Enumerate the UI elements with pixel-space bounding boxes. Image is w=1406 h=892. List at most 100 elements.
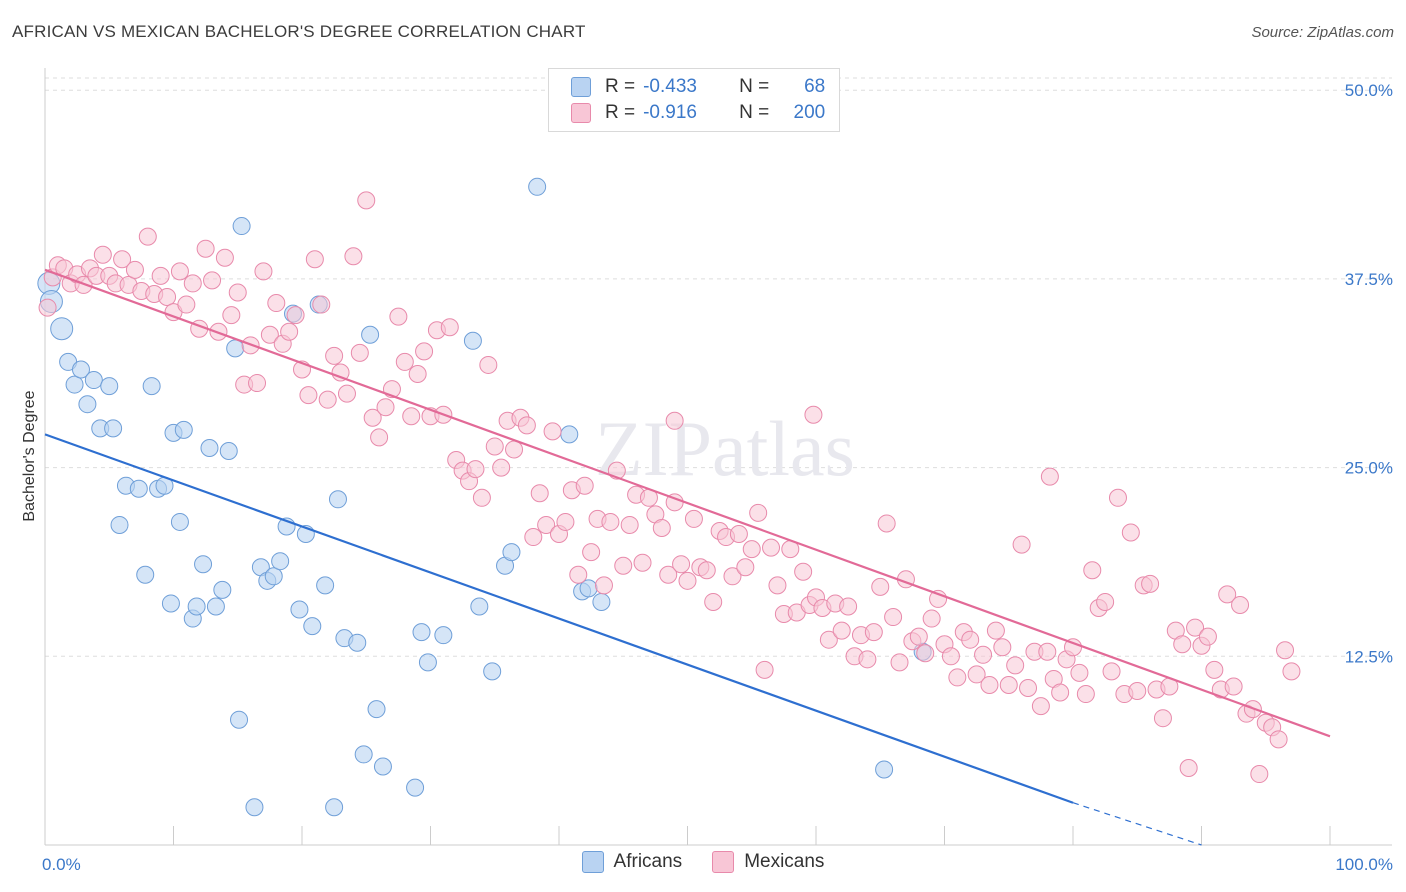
- mexicans-point: [601, 512, 620, 531]
- mexicans-point: [1108, 488, 1127, 507]
- y-tick-label: 12.5%: [1345, 647, 1393, 666]
- mexicans-point: [871, 577, 890, 596]
- africans-point: [528, 177, 547, 196]
- mexicans-point: [858, 650, 877, 669]
- mexicans-point: [415, 342, 434, 361]
- mexicans-point: [350, 343, 369, 362]
- mexicans-point: [1083, 561, 1102, 580]
- mexicans-point: [280, 322, 299, 341]
- mexicans-point: [1031, 697, 1050, 716]
- mexicans-point: [569, 565, 588, 584]
- africans-point: [100, 377, 119, 396]
- mexicans-point: [472, 488, 491, 507]
- mexicans-point: [877, 514, 896, 533]
- mexicans-point: [1282, 662, 1301, 681]
- mexicans-point: [524, 528, 543, 547]
- chart-title: AFRICAN VS MEXICAN BACHELOR'S DEGREE COR…: [12, 22, 586, 41]
- africans-point: [245, 798, 264, 817]
- y-tick-label: 50.0%: [1345, 81, 1393, 100]
- mexicans-point: [286, 306, 305, 325]
- mexicans-point: [1070, 663, 1089, 682]
- mexicans-point: [440, 318, 459, 337]
- mexicans-point: [755, 660, 774, 679]
- n-label: N =: [739, 102, 770, 123]
- grid-lines: [45, 77, 1392, 657]
- mexicans-point: [479, 355, 498, 374]
- r-label: R =: [605, 102, 636, 123]
- mexicans-point: [652, 518, 671, 537]
- mexicans-point: [832, 621, 851, 640]
- africans-point: [206, 597, 225, 616]
- mexicans-point: [170, 262, 189, 281]
- y-tick-label: 25.0%: [1345, 459, 1393, 478]
- africans-point: [483, 662, 502, 681]
- mexicans-point: [633, 553, 652, 572]
- legend-label: Mexicans: [744, 851, 825, 872]
- africans-trend-line: [44, 433, 1074, 804]
- mexicans-point: [1012, 535, 1031, 554]
- africans-point: [187, 597, 206, 616]
- africans-point: [361, 325, 380, 344]
- africans-point: [78, 395, 97, 414]
- mexicans-point: [1173, 635, 1192, 654]
- africans-point: [65, 375, 84, 394]
- axes: [44, 68, 1392, 846]
- mexicans-point: [370, 428, 389, 447]
- africans-point: [502, 543, 521, 562]
- mexicans-point: [325, 346, 344, 365]
- mexicans-point: [678, 571, 697, 590]
- africans-point: [50, 317, 74, 341]
- mexicans-point: [389, 307, 408, 326]
- mexicans-point: [1276, 641, 1295, 660]
- africans-swatch: [571, 77, 591, 97]
- mexicans-point: [1269, 730, 1288, 749]
- mexicans-point: [916, 644, 935, 663]
- mexicans-point: [999, 675, 1018, 694]
- r-value: -0.433: [643, 76, 697, 97]
- africans-point: [232, 217, 251, 236]
- africans-point: [354, 745, 373, 764]
- mexicans-point: [203, 271, 222, 290]
- africans-trend-extension: [1072, 802, 1202, 846]
- mexicans-point: [922, 609, 941, 628]
- africans-point: [412, 623, 431, 642]
- mexicans-point: [151, 266, 170, 285]
- africans-point: [290, 600, 309, 619]
- mexicans-point: [1250, 765, 1269, 784]
- africans-point: [367, 700, 386, 719]
- africans-point: [264, 567, 283, 586]
- mexicans-point: [138, 227, 157, 246]
- mexicans-point: [408, 365, 427, 383]
- mexicans-point: [1040, 467, 1059, 486]
- r-value: -0.916: [643, 102, 697, 123]
- mexicans-point: [620, 515, 639, 534]
- africans-point: [170, 512, 189, 531]
- mexicans-point: [594, 576, 613, 595]
- mexicans-point: [466, 460, 485, 479]
- africans-point: [875, 760, 894, 779]
- mexicans-point: [986, 621, 1005, 640]
- x-tick-label: 100.0%: [1335, 855, 1393, 874]
- mexicans-point: [890, 653, 909, 672]
- mexicans-point: [1186, 618, 1205, 637]
- legend-item-mexicans[interactable]: Mexicans: [712, 851, 824, 873]
- legend-item-africans[interactable]: Africans: [581, 851, 683, 873]
- mexicans-point: [1038, 642, 1057, 661]
- africans-point: [161, 594, 180, 613]
- mexicans-point: [537, 515, 556, 534]
- mexicans-point: [1231, 595, 1250, 614]
- legend-label: Africans: [613, 851, 683, 872]
- mexicans-point: [941, 647, 960, 666]
- africans-point: [373, 757, 392, 776]
- mexicans-point: [1179, 759, 1198, 778]
- mexicans-point: [762, 538, 781, 557]
- mexicans-point: [312, 295, 331, 314]
- mexicans-point: [974, 645, 993, 664]
- mexicans-point: [1153, 709, 1172, 728]
- mexicans-point: [1076, 685, 1095, 704]
- mexicans-point: [993, 638, 1012, 657]
- mexicans-point: [1051, 683, 1070, 702]
- mexicans-point: [819, 630, 838, 649]
- mexicans-point: [736, 558, 755, 577]
